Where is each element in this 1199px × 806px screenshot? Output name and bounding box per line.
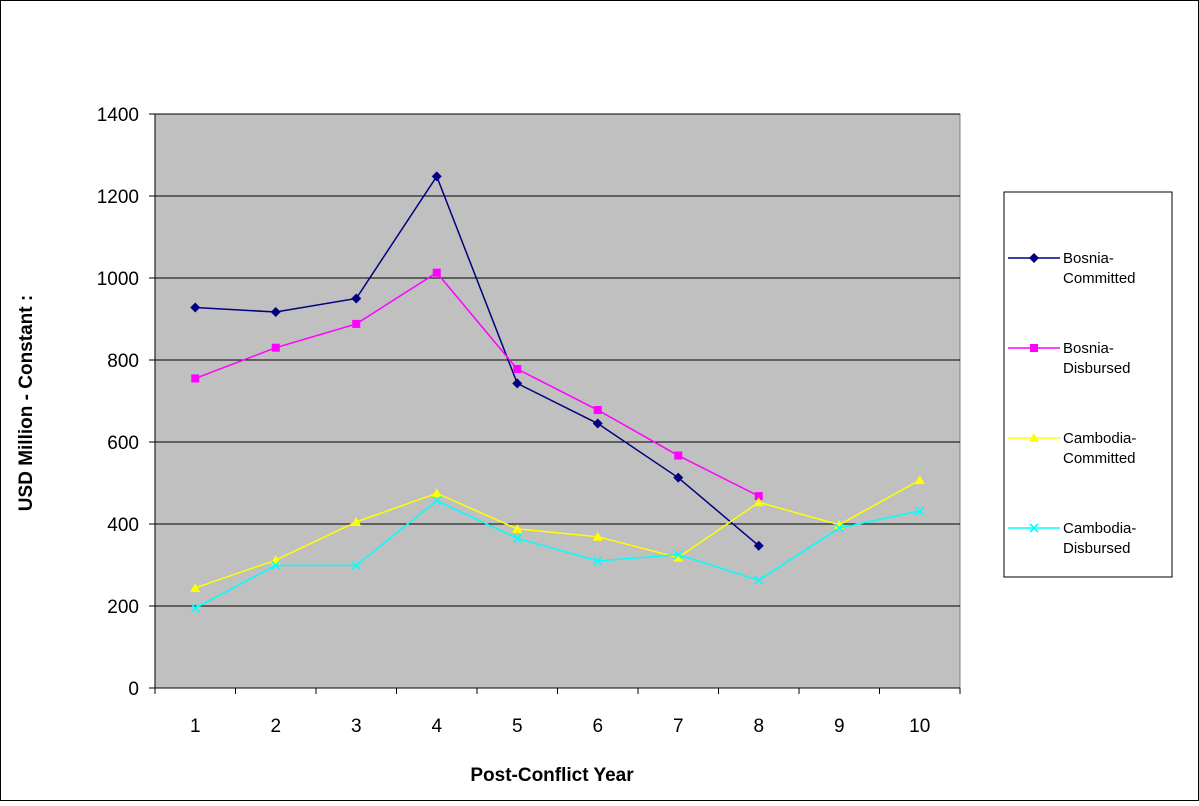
x-tick-label: 8	[753, 716, 764, 737]
series-0	[190, 171, 764, 551]
y-tick-label: 600	[107, 433, 139, 454]
data-point	[270, 307, 281, 318]
y-tick-label: 1400	[97, 105, 139, 126]
data-point	[351, 293, 362, 304]
data-point	[512, 378, 523, 389]
series-group	[190, 171, 925, 613]
data-point	[914, 475, 925, 485]
data-point	[271, 560, 281, 570]
x-tick-label: 10	[909, 716, 930, 737]
x-tick-label: 4	[431, 716, 442, 737]
data-point	[592, 531, 603, 541]
y-tick-label: 400	[107, 515, 139, 536]
data-point	[190, 603, 200, 613]
series-3	[190, 496, 925, 613]
data-point	[513, 365, 522, 374]
data-point	[432, 496, 442, 506]
legend-label: Committed	[1063, 270, 1136, 287]
data-point	[673, 472, 684, 483]
y-tick-label: 800	[107, 351, 139, 372]
y-tick-label: 0	[128, 679, 139, 700]
x-tick-label: 7	[673, 716, 684, 737]
x-tick-label: 3	[351, 716, 362, 737]
y-axis-title: USD Million - Constant :	[16, 295, 37, 511]
data-point	[593, 556, 603, 566]
x-tick-label: 6	[592, 716, 603, 737]
data-point	[754, 575, 764, 585]
legend-label: Disbursed	[1063, 540, 1131, 557]
x-axis-title: Post-Conflict Year	[470, 765, 634, 786]
legend-label: Cambodia-	[1063, 430, 1136, 447]
series-line	[195, 174, 760, 547]
data-point	[191, 374, 200, 383]
data-point	[432, 268, 441, 277]
series-line	[194, 499, 920, 609]
data-point	[271, 343, 280, 352]
data-point	[834, 523, 844, 533]
data-point	[351, 560, 361, 570]
legend-label: Disbursed	[1063, 360, 1131, 377]
legend-item: Cambodia- Disbursed	[1008, 520, 1136, 557]
legend-item: Bosnia- Disbursed	[1008, 340, 1131, 377]
data-point	[190, 302, 201, 313]
legend-item: Bosnia- Committed	[1008, 250, 1136, 287]
legend-label: Bosnia-	[1063, 250, 1114, 267]
x-axis: 1 2 3 4 5 6 7 8 9 10	[154, 687, 961, 737]
legend-marker	[1029, 433, 1039, 442]
x-tick-label: 5	[512, 716, 523, 737]
data-point	[673, 552, 684, 562]
legend-marker	[1029, 523, 1039, 533]
legend-label: Cambodia-	[1063, 520, 1136, 537]
series-1	[191, 268, 763, 501]
gridlines	[155, 113, 960, 607]
legend-label: Bosnia-	[1063, 340, 1114, 357]
data-point	[915, 506, 925, 516]
legend-marker	[1030, 344, 1038, 352]
series-line	[195, 479, 921, 589]
legend: Bosnia-CommittedBosnia-DisbursedCambodia…	[1003, 191, 1173, 578]
data-point	[674, 451, 683, 460]
legend-label: Committed	[1063, 450, 1136, 467]
y-axis: 0 200 400 600 800 1000 1200 1400	[97, 105, 156, 700]
data-point	[431, 171, 442, 182]
x-tick-label: 1	[190, 716, 201, 737]
data-point	[351, 516, 362, 526]
legend-item: Cambodia- Committed	[1008, 430, 1136, 467]
data-point	[593, 406, 602, 415]
data-point	[190, 582, 201, 592]
data-point	[673, 550, 683, 560]
data-point	[512, 523, 523, 533]
plot-area	[154, 113, 961, 689]
legend-marker	[1029, 253, 1039, 263]
data-point	[753, 497, 764, 507]
y-tick-label: 200	[107, 597, 139, 618]
x-tick-label: 2	[270, 716, 281, 737]
series-line	[194, 271, 760, 497]
data-point	[754, 492, 763, 501]
data-point	[512, 533, 522, 543]
data-point	[352, 319, 361, 328]
data-point	[753, 540, 764, 551]
y-tick-label: 1200	[97, 187, 139, 208]
data-point	[592, 418, 603, 429]
data-point	[431, 488, 442, 498]
y-tick-label: 1000	[97, 269, 139, 290]
x-tick-label: 9	[834, 716, 845, 737]
